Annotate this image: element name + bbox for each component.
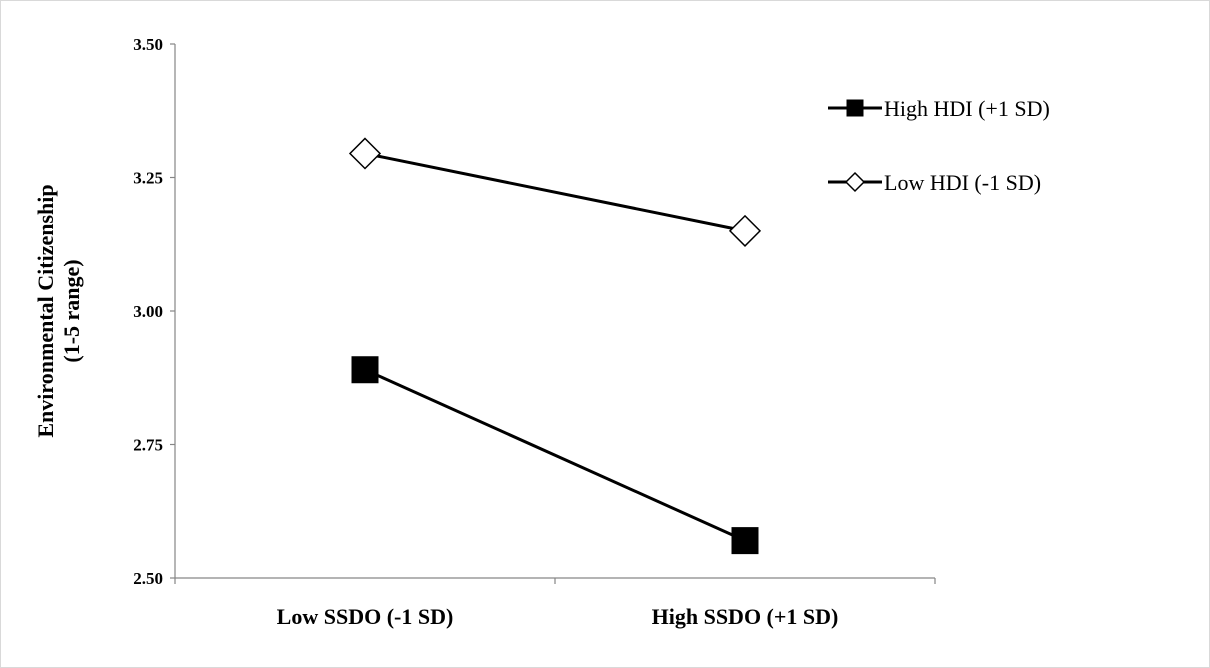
x-tick-labels: Low SSDO (-1 SD) High SSDO (+1 SD) [277, 604, 839, 629]
y-axis-title: Environmental Citizenship (1-5 range) [33, 184, 84, 437]
filled-square-marker [847, 100, 863, 116]
filled-square-marker [352, 357, 378, 383]
series-layer [350, 138, 760, 553]
legend-label: Low HDI (-1 SD) [884, 170, 1041, 195]
series-line [365, 370, 745, 541]
legend-label: High HDI (+1 SD) [884, 96, 1050, 121]
y-axis-title-line1: Environmental Citizenship [33, 184, 58, 437]
open-diamond-marker [730, 216, 760, 246]
axes [175, 44, 935, 578]
legend: High HDI (+1 SD) Low HDI (-1 SD) [828, 96, 1050, 195]
y-tick-label: 2.50 [133, 569, 163, 588]
y-axis-title-line2: (1-5 range) [59, 259, 84, 362]
x-category-label: Low SSDO (-1 SD) [277, 604, 454, 629]
open-diamond-marker [846, 173, 864, 191]
y-tick-label: 3.50 [133, 35, 163, 54]
y-tick-labels: 2.50 2.75 3.00 3.25 3.50 [133, 35, 163, 588]
filled-square-marker [732, 528, 758, 554]
open-diamond-marker [350, 138, 380, 168]
legend-item: High HDI (+1 SD) [828, 96, 1050, 121]
x-ticks [175, 578, 935, 584]
legend-item: Low HDI (-1 SD) [828, 170, 1041, 195]
y-ticks [170, 44, 175, 578]
series-high-hdi [352, 357, 758, 554]
series-line [365, 153, 745, 230]
y-tick-label: 2.75 [133, 436, 163, 455]
y-tick-label: 3.25 [133, 169, 163, 188]
y-tick-label: 3.00 [133, 302, 163, 321]
series-low-hdi [350, 138, 760, 245]
x-category-label: High SSDO (+1 SD) [652, 604, 839, 629]
